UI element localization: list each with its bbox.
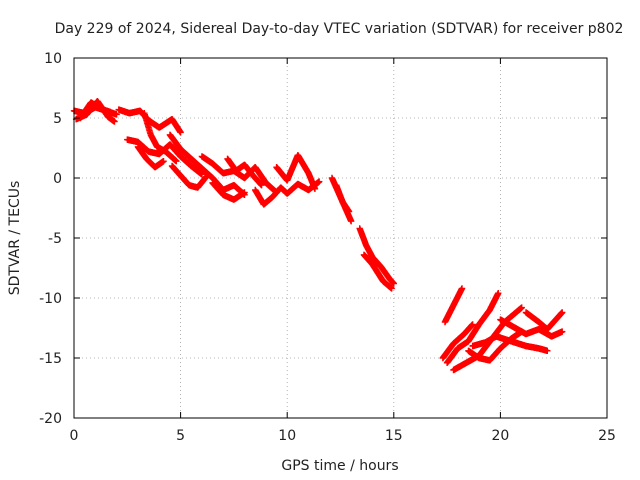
data-point bbox=[390, 280, 397, 287]
data-point bbox=[495, 290, 502, 297]
chart-title: Day 229 of 2024, Sidereal Day-to-day VTE… bbox=[55, 21, 624, 37]
data-point bbox=[345, 208, 353, 215]
data-point bbox=[198, 171, 206, 178]
data-point bbox=[202, 173, 210, 180]
y-tick-label: -20 bbox=[39, 411, 62, 427]
y-tick-label: -15 bbox=[39, 351, 62, 367]
y-axis-label: SDTVAR / TECUs bbox=[7, 181, 23, 296]
data-point bbox=[111, 118, 118, 125]
data-point bbox=[388, 285, 395, 292]
data-point bbox=[469, 321, 476, 328]
data-point bbox=[544, 347, 551, 354]
data-point bbox=[559, 309, 566, 316]
data-point bbox=[315, 178, 323, 185]
data-point bbox=[559, 328, 566, 335]
x-tick-label: 10 bbox=[278, 428, 296, 444]
x-tick-label: 0 bbox=[70, 428, 79, 444]
data-points bbox=[70, 98, 566, 374]
x-tick-label: 5 bbox=[176, 428, 185, 444]
data-point bbox=[160, 158, 167, 165]
data-point bbox=[258, 182, 265, 189]
data-point bbox=[177, 129, 184, 136]
x-tick-label: 25 bbox=[598, 428, 616, 444]
axis-ticks: 0 5 10 15 20 25 10 5 0 -5 -10 -15 -20 bbox=[39, 51, 616, 444]
x-axis-label: GPS time / hours bbox=[281, 458, 398, 474]
data-point bbox=[458, 285, 466, 292]
data-point bbox=[518, 304, 525, 311]
data-point bbox=[173, 158, 180, 165]
data-point bbox=[113, 111, 120, 118]
x-tick-label: 15 bbox=[385, 428, 403, 444]
plot-frame bbox=[73, 57, 608, 419]
y-tick-label: 10 bbox=[44, 51, 62, 67]
x-tick-label: 20 bbox=[491, 428, 509, 444]
data-point bbox=[311, 185, 319, 192]
grid bbox=[74, 58, 607, 418]
data-point bbox=[107, 108, 114, 116]
data-point bbox=[347, 218, 355, 225]
y-tick-label: 0 bbox=[53, 171, 62, 187]
data-point bbox=[241, 189, 248, 196]
y-tick-label: 5 bbox=[53, 111, 62, 127]
y-tick-label: -10 bbox=[39, 291, 62, 307]
y-tick-label: -5 bbox=[48, 231, 62, 247]
